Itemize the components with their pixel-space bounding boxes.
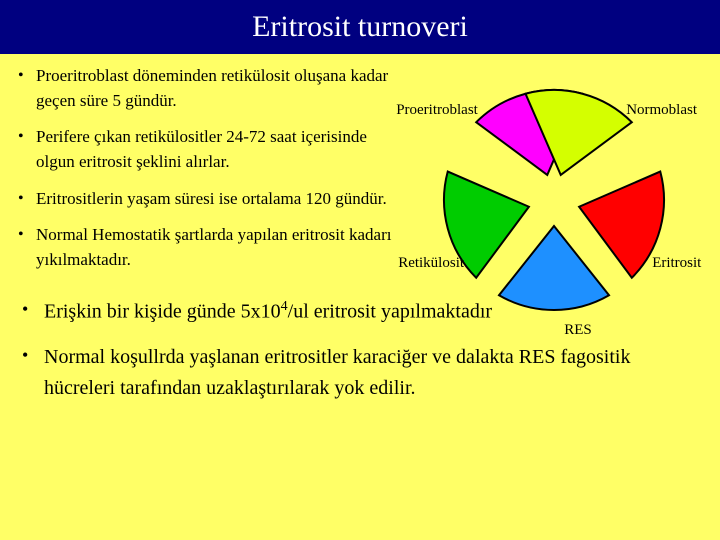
chart-wedge-label: Eritrosit bbox=[652, 255, 701, 272]
list-item: •Proeritroblast döneminden retikülosit o… bbox=[18, 64, 394, 113]
list-item: •Perifere çıkan retikülositler 24-72 saa… bbox=[18, 125, 394, 174]
chart-wedge-label: RES bbox=[564, 322, 592, 339]
chart-wedge-label: Proeritroblast bbox=[396, 102, 478, 119]
chart-wedge-label: Retikülosit bbox=[398, 255, 464, 272]
left-bullet-list: •Proeritroblast döneminden retikülosit o… bbox=[18, 64, 394, 284]
list-item-text: Perifere çıkan retikülositler 24-72 saat… bbox=[36, 125, 394, 174]
list-item-text: Proeritroblast döneminden retikülosit ol… bbox=[36, 64, 394, 113]
chart-wedge-label: Normoblast bbox=[626, 102, 697, 119]
page-title: Eritrosit turnoveri bbox=[252, 10, 468, 43]
chart-wedge bbox=[499, 226, 609, 310]
bullet-dot-icon: • bbox=[18, 223, 36, 272]
turnover-chart: ProeritroblastNormoblastEritrositRESReti… bbox=[404, 60, 704, 360]
bullet-dot-icon: • bbox=[22, 342, 44, 404]
chart-column: ProeritroblastNormoblastEritrositRESReti… bbox=[394, 64, 702, 284]
list-item-text: Normal Hemostatik şartlarda yapılan erit… bbox=[36, 223, 394, 272]
bullet-dot-icon: • bbox=[18, 187, 36, 212]
top-section: •Proeritroblast döneminden retikülosit o… bbox=[0, 54, 720, 290]
bullet-dot-icon: • bbox=[18, 64, 36, 113]
title-bar: Eritrosit turnoveri bbox=[0, 0, 720, 54]
bullet-dot-icon: • bbox=[18, 125, 36, 174]
list-item: •Eritrositlerin yaşam süresi ise ortalam… bbox=[18, 187, 394, 212]
list-item: •Normal Hemostatik şartlarda yapılan eri… bbox=[18, 223, 394, 272]
list-item-text: Eritrositlerin yaşam süresi ise ortalama… bbox=[36, 187, 387, 212]
bullet-dot-icon: • bbox=[22, 296, 44, 328]
